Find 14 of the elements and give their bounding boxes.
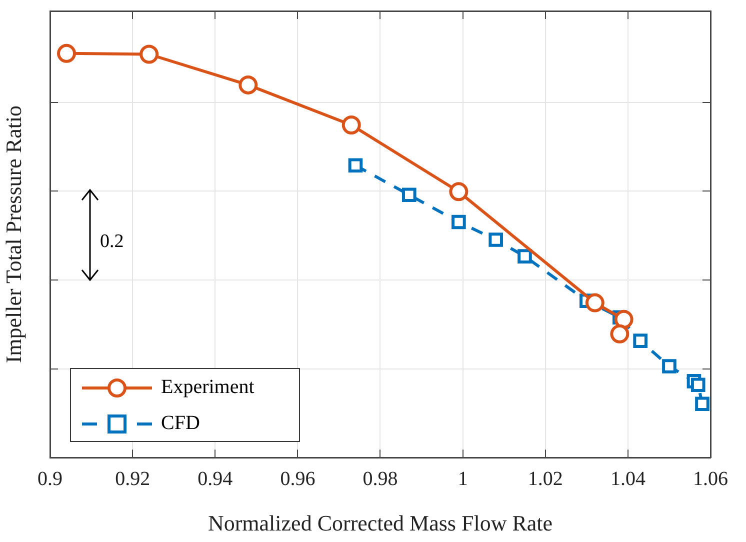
x-tick-label: 1.06	[693, 468, 728, 490]
x-tick-label: 0.9	[38, 468, 62, 490]
x-tick-label: 0.94	[198, 468, 233, 490]
annotation: 0.2	[100, 230, 124, 252]
x-axis-title: Normalized Corrected Mass Flow Rate	[208, 510, 553, 536]
x-tick-label: 0.96	[280, 468, 316, 490]
y-axis-title: Impeller Total Pressure Ratio	[0, 105, 26, 364]
legend-label: CFD	[161, 412, 200, 436]
legend-label: Experiment	[161, 376, 254, 400]
x-tick-label: 0.98	[362, 468, 398, 490]
x-tick-label: 1.04	[610, 468, 646, 490]
x-tick-label: 1.02	[528, 468, 563, 490]
x-tick-label: 1	[458, 468, 468, 490]
x-tick-label: 0.92	[115, 468, 150, 490]
